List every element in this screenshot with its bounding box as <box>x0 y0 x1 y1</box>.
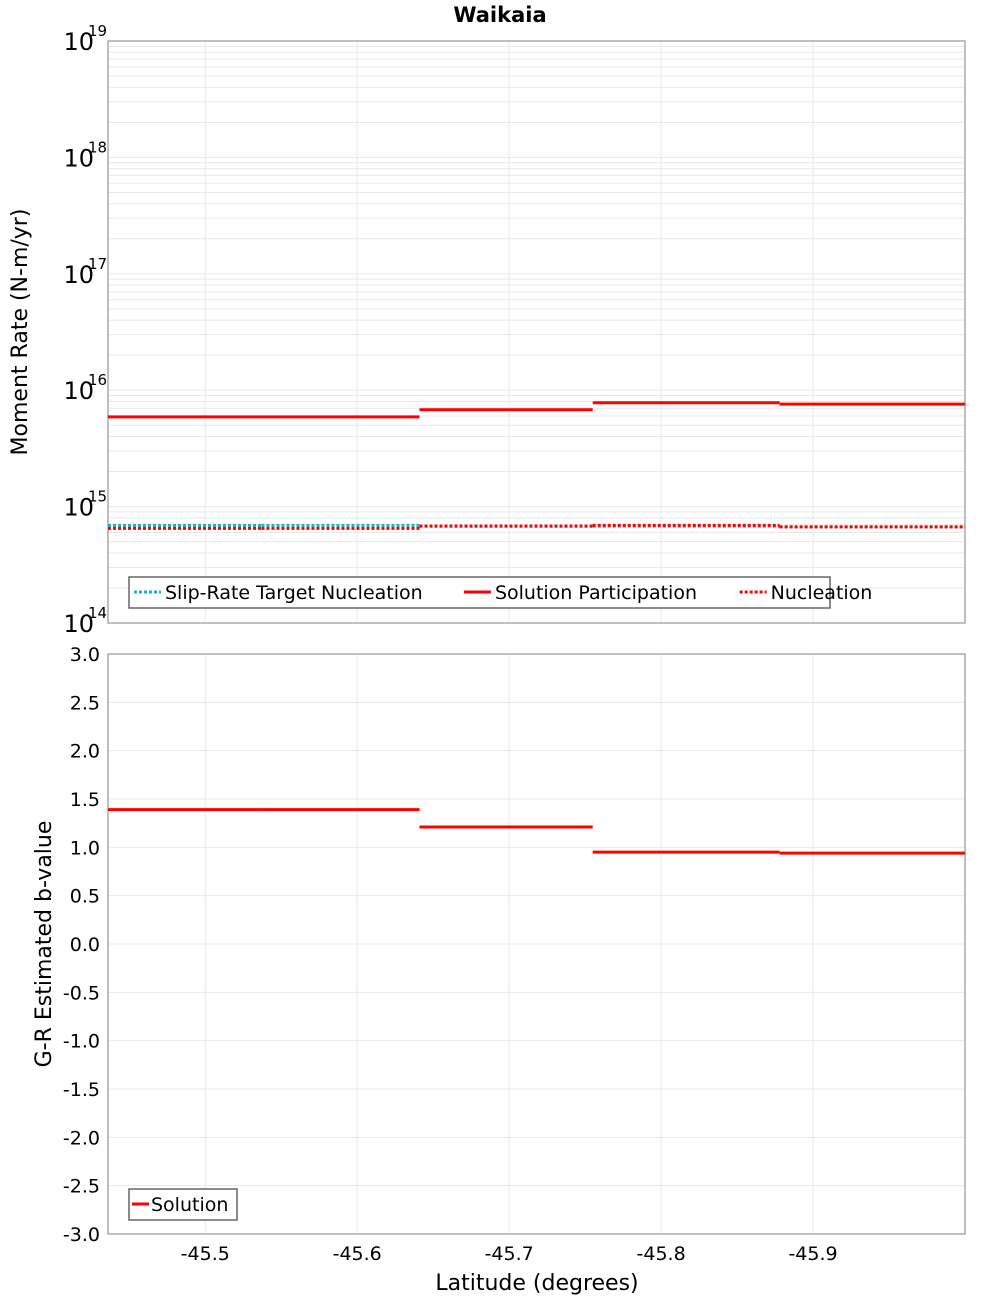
bottom-y-axis-label: G-R Estimated b-value <box>32 821 57 1068</box>
svg-text:Solution: Solution <box>151 1194 228 1216</box>
svg-text:Slip-Rate Target Nucleation: Slip-Rate Target Nucleation <box>165 582 423 604</box>
svg-text:16: 16 <box>88 371 107 389</box>
y-tick-label: 1.0 <box>70 837 100 859</box>
y-tick-label: 0.5 <box>70 886 100 908</box>
top-y-axis-label: Moment Rate (N-m/yr) <box>8 209 33 456</box>
svg-text:Nucleation: Nucleation <box>771 582 873 604</box>
top-plot-series <box>108 401 965 530</box>
series-solution <box>108 808 965 855</box>
series-solution-participation <box>108 401 965 419</box>
x-axis-label: Latitude (degrees) <box>435 1271 638 1296</box>
svg-text:10: 10 <box>63 610 94 638</box>
svg-text:18: 18 <box>88 138 107 156</box>
x-tick-label: -45.9 <box>788 1243 837 1265</box>
y-tick-label: 2.5 <box>70 692 100 714</box>
x-tick-labels: -45.5 -45.6 -45.7 -45.8 -45.9 <box>181 1243 838 1265</box>
bottom-legend: Solution <box>128 1188 238 1221</box>
legend-item: Solution Participation <box>463 582 697 604</box>
legend-item: Nucleation <box>739 582 873 604</box>
bottom-plot-series <box>108 808 965 855</box>
x-tick-label: -45.5 <box>181 1243 230 1265</box>
svg-text:14: 14 <box>88 604 107 622</box>
legend-item: Solution <box>132 1194 228 1216</box>
top-legend: Slip-Rate Target Nucleation Solution Part… <box>128 576 873 609</box>
y-tick-label: -1.5 <box>63 1079 100 1101</box>
svg-text:10: 10 <box>63 494 94 522</box>
y-tick-label: -3.0 <box>63 1224 100 1246</box>
x-tick-label: -45.8 <box>637 1243 686 1265</box>
y-tick-label: 2.0 <box>70 741 100 763</box>
svg-text:10: 10 <box>63 28 94 56</box>
svg-text:10: 10 <box>63 377 94 405</box>
y-tick-label: -2.5 <box>63 1176 100 1198</box>
top-plot-grid <box>108 41 965 624</box>
y-tick-label: -1.0 <box>63 1031 100 1053</box>
x-tick-label: -45.6 <box>333 1243 382 1265</box>
y-tick-label: 3.0 <box>70 644 100 666</box>
chart-title: Waikaia <box>453 3 546 27</box>
svg-text:10: 10 <box>63 144 94 172</box>
bottom-y-tick-labels: 3.0 2.5 2.0 1.5 1.0 0.5 0.0 -0.5 -1.0 -1.5 -2.0 -2.… <box>63 644 100 1246</box>
svg-text:15: 15 <box>88 488 107 506</box>
y-tick-label: 0.0 <box>70 934 100 956</box>
legend-item: Slip-Rate Target Nucleation <box>134 582 423 604</box>
series-nucleation <box>108 523 965 530</box>
y-tick-label: -0.5 <box>63 982 100 1004</box>
y-tick-label: -2.0 <box>63 1127 100 1149</box>
y-tick-label: 1.5 <box>70 789 100 811</box>
svg-text:17: 17 <box>88 255 107 273</box>
svg-text:19: 19 <box>88 22 107 40</box>
svg-text:10: 10 <box>63 261 94 289</box>
svg-text:Solution Participation: Solution Participation <box>495 582 697 604</box>
x-tick-label: -45.7 <box>485 1243 534 1265</box>
bottom-plot-grid <box>108 653 965 1235</box>
top-plot-frame <box>107 40 966 624</box>
bottom-plot-frame <box>107 653 966 1235</box>
